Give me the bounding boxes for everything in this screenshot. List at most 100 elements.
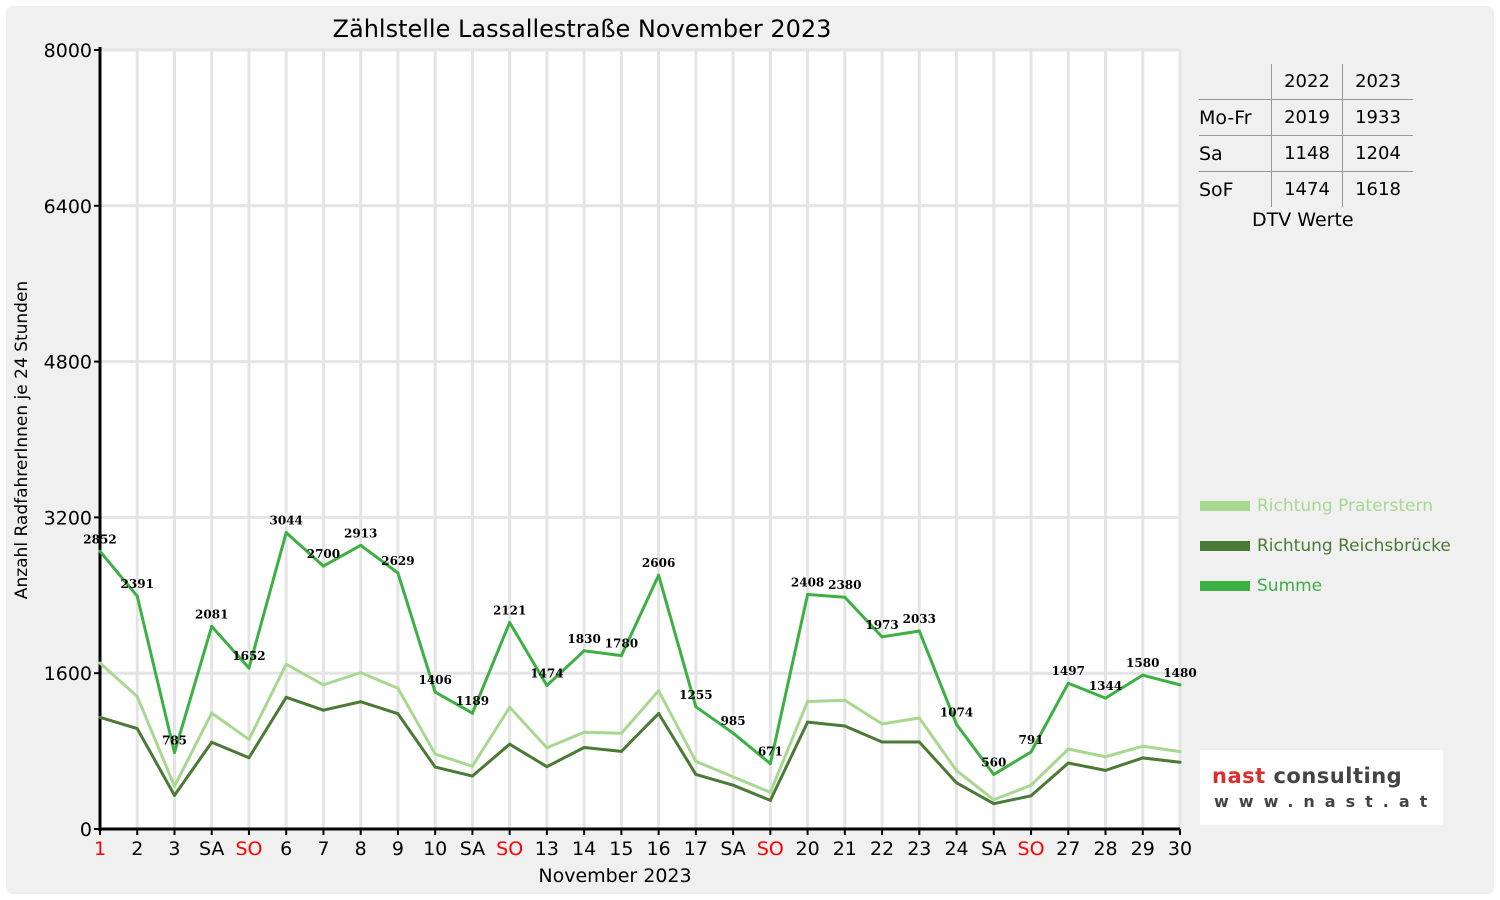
data-label: 1652 [232,649,265,663]
data-point [508,620,512,624]
data-point [247,666,251,670]
y-tick-label: 3200 [44,507,92,529]
data-point [768,798,772,802]
y-tick-label: 8000 [44,40,92,62]
dtv-row-label: SoF [1199,171,1272,207]
data-point [359,671,363,675]
data-point [657,689,661,693]
data-point [917,740,921,744]
data-point [1066,761,1070,765]
data-point [917,716,921,720]
data-label: 2852 [83,532,116,546]
x-tick-label: 30 [1168,838,1192,860]
plot-area [100,50,1180,829]
x-tick-label: 28 [1093,838,1117,860]
data-point [1029,783,1033,787]
legend-item-praterstern: Richtung Praterstern [1200,496,1433,516]
data-point [955,769,959,773]
dtv-value: 1618 [1342,171,1413,207]
data-label: 2408 [791,576,824,590]
data-label: 985 [721,714,746,728]
data-label: 1189 [456,694,489,708]
data-point [880,740,884,744]
data-point [172,784,176,788]
y-axis-label: Anzahl RadfahrerInnen je 24 Stunden [12,281,32,599]
series-line-richtung-reichsbr-cke [99,695,1181,806]
x-tick-label: SO [1018,838,1045,860]
data-point [321,708,325,712]
x-tick-label: 10 [423,838,447,860]
data-point [619,654,623,658]
data-point [1029,794,1033,798]
data-label: 1074 [940,705,973,719]
x-tick-label: 22 [870,838,894,860]
data-point [843,698,847,702]
data-label: 2081 [195,607,228,621]
x-tick-label: SA [720,838,745,860]
data-point [508,705,512,709]
data-point [843,724,847,728]
legend-label: Summe [1257,576,1323,596]
x-tick-label: 6 [280,838,292,860]
data-point [955,781,959,785]
data-point [619,749,623,753]
data-point [1141,756,1145,760]
data-point [582,745,586,749]
data-point [172,793,176,797]
data-point [98,549,102,553]
data-point [1178,750,1182,754]
y-tick-label: 1600 [44,663,92,685]
data-label: 1580 [1126,656,1159,670]
data-point [135,594,139,598]
data-point [396,712,400,716]
data-label: 560 [981,755,1006,769]
data-label: 1830 [567,632,600,646]
data-label: 1480 [1163,666,1196,680]
data-point [768,790,772,794]
data-point [657,573,661,577]
x-tick-label: 24 [944,838,968,860]
dtv-row-label: Sa [1199,135,1272,172]
x-tick-label: 13 [535,838,559,860]
data-point [1066,681,1070,685]
y-tick-label: 6400 [44,196,92,218]
data-label: 2121 [493,603,526,617]
x-tick-label: 21 [833,838,857,860]
data-point [1141,744,1145,748]
x-axis-label: November 2023 [538,865,691,887]
data-point [619,731,623,735]
data-point [1066,747,1070,751]
data-label: 1344 [1089,679,1122,693]
data-label: 1973 [865,618,898,632]
data-point [284,695,288,699]
data-point [694,759,698,763]
legend-item-reichsbruecke: Richtung Reichsbrücke [1200,536,1451,556]
data-point [955,722,959,726]
data-point [1178,683,1182,687]
data-label: 2380 [828,578,861,592]
dtv-caption: DTV Werte [1252,209,1354,231]
data-point [806,720,810,724]
data-point [210,711,214,715]
data-point [582,649,586,653]
x-tick-label: 16 [647,838,671,860]
x-tick-label: 14 [572,838,596,860]
legend-swatch [1200,581,1250,591]
legend-label: Richtung Reichsbrücke [1257,536,1451,556]
data-point [433,765,437,769]
data-point [880,722,884,726]
data-point [992,798,996,802]
data-point [1178,760,1182,764]
y-tick-label: 0 [80,819,92,841]
x-tick-label: SA [199,838,224,860]
data-point [247,737,251,741]
data-point [135,727,139,731]
data-point [321,564,325,568]
data-point [359,543,363,547]
data-point [917,629,921,633]
data-point [98,715,102,719]
data-label: 3044 [270,514,303,528]
data-point [731,775,735,779]
data-point [210,740,214,744]
dtv-value: 1204 [1342,135,1413,172]
